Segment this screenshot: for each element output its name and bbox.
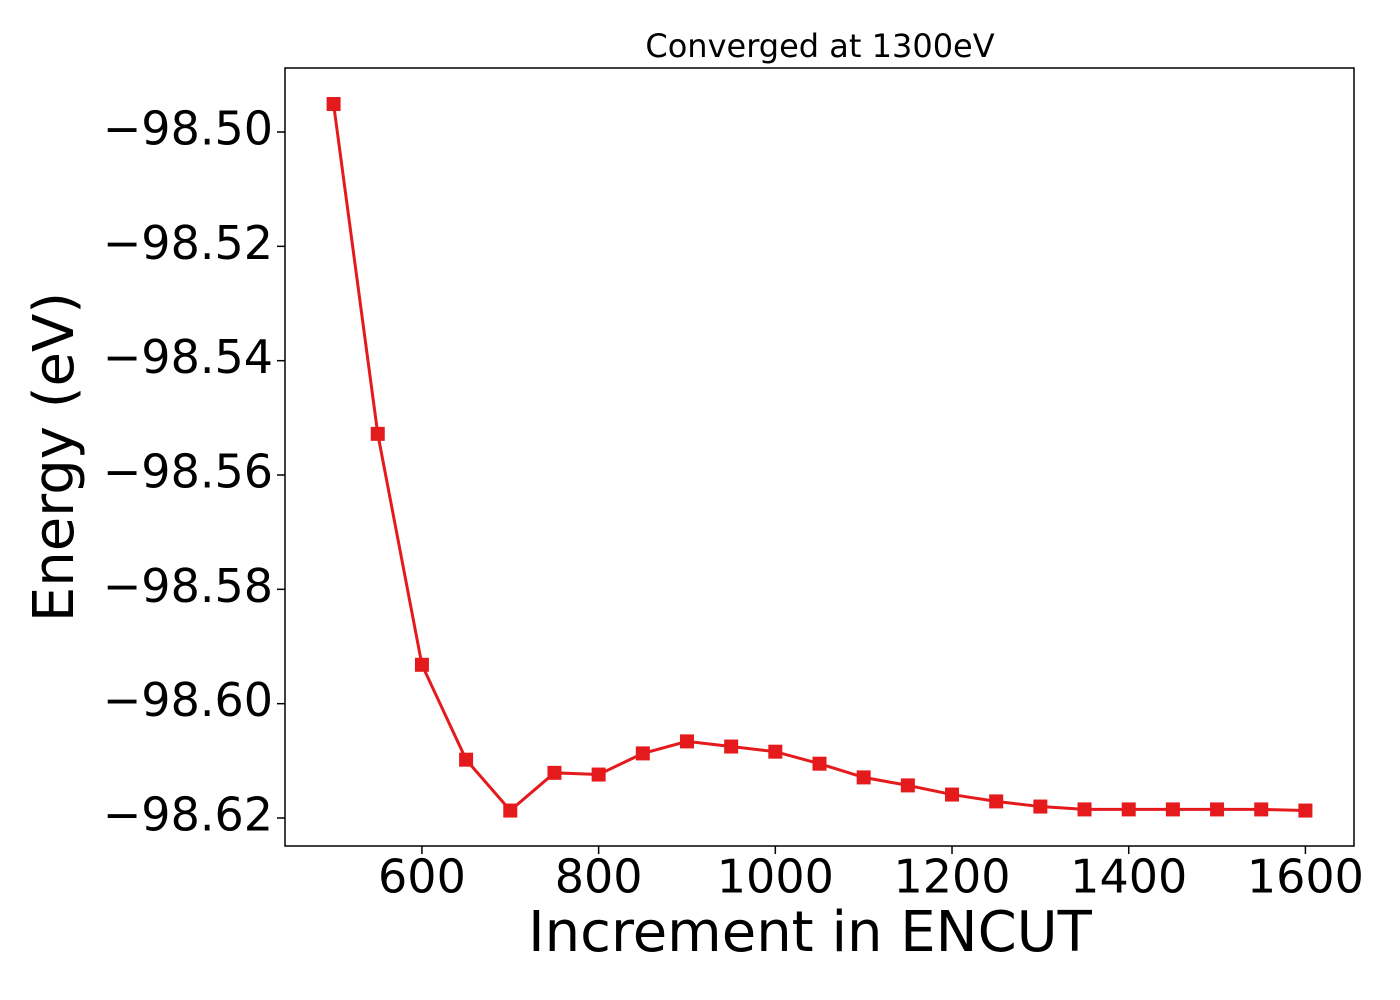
marker bbox=[326, 97, 341, 112]
marker bbox=[459, 752, 474, 767]
y-tick-label: −98.58 bbox=[103, 559, 273, 613]
marker bbox=[989, 794, 1004, 809]
y-tick-label: −98.54 bbox=[103, 330, 273, 384]
marker bbox=[724, 739, 739, 754]
y-tick-label: −98.62 bbox=[103, 787, 273, 841]
chart-title: Converged at 1300eV bbox=[645, 27, 994, 65]
y-tick-label: −98.52 bbox=[103, 216, 273, 270]
marker bbox=[812, 756, 827, 771]
marker bbox=[370, 426, 385, 441]
marker bbox=[1165, 802, 1180, 817]
y-tick-label: −98.50 bbox=[103, 102, 273, 156]
marker bbox=[635, 746, 650, 761]
marker bbox=[1254, 802, 1269, 817]
marker bbox=[856, 770, 871, 785]
marker bbox=[591, 767, 606, 782]
x-axis-label: Increment in ENCUT bbox=[528, 900, 1093, 965]
series-line bbox=[332, 103, 1306, 813]
x-tick-label: 1000 bbox=[717, 850, 834, 904]
x-tick-label: 800 bbox=[555, 850, 643, 904]
marker bbox=[679, 734, 694, 749]
marker bbox=[503, 803, 518, 818]
marker bbox=[1033, 799, 1048, 814]
x-tick-label: 1600 bbox=[1247, 850, 1364, 904]
marker bbox=[414, 657, 429, 672]
marker bbox=[1121, 802, 1136, 817]
marker bbox=[768, 744, 783, 759]
marker bbox=[1077, 802, 1092, 817]
plot-frame bbox=[284, 67, 1355, 847]
marker bbox=[945, 787, 960, 802]
x-tick-label: 1200 bbox=[893, 850, 1010, 904]
marker bbox=[547, 765, 562, 780]
y-tick-label: −98.56 bbox=[103, 445, 273, 499]
marker bbox=[1298, 803, 1313, 818]
marker bbox=[900, 778, 915, 793]
y-tick-label: −98.60 bbox=[103, 673, 273, 727]
x-tick-label: 1400 bbox=[1070, 850, 1187, 904]
x-tick-label: 600 bbox=[378, 850, 466, 904]
y-axis-label: Energy (eV) bbox=[22, 292, 87, 622]
marker bbox=[1210, 802, 1225, 817]
